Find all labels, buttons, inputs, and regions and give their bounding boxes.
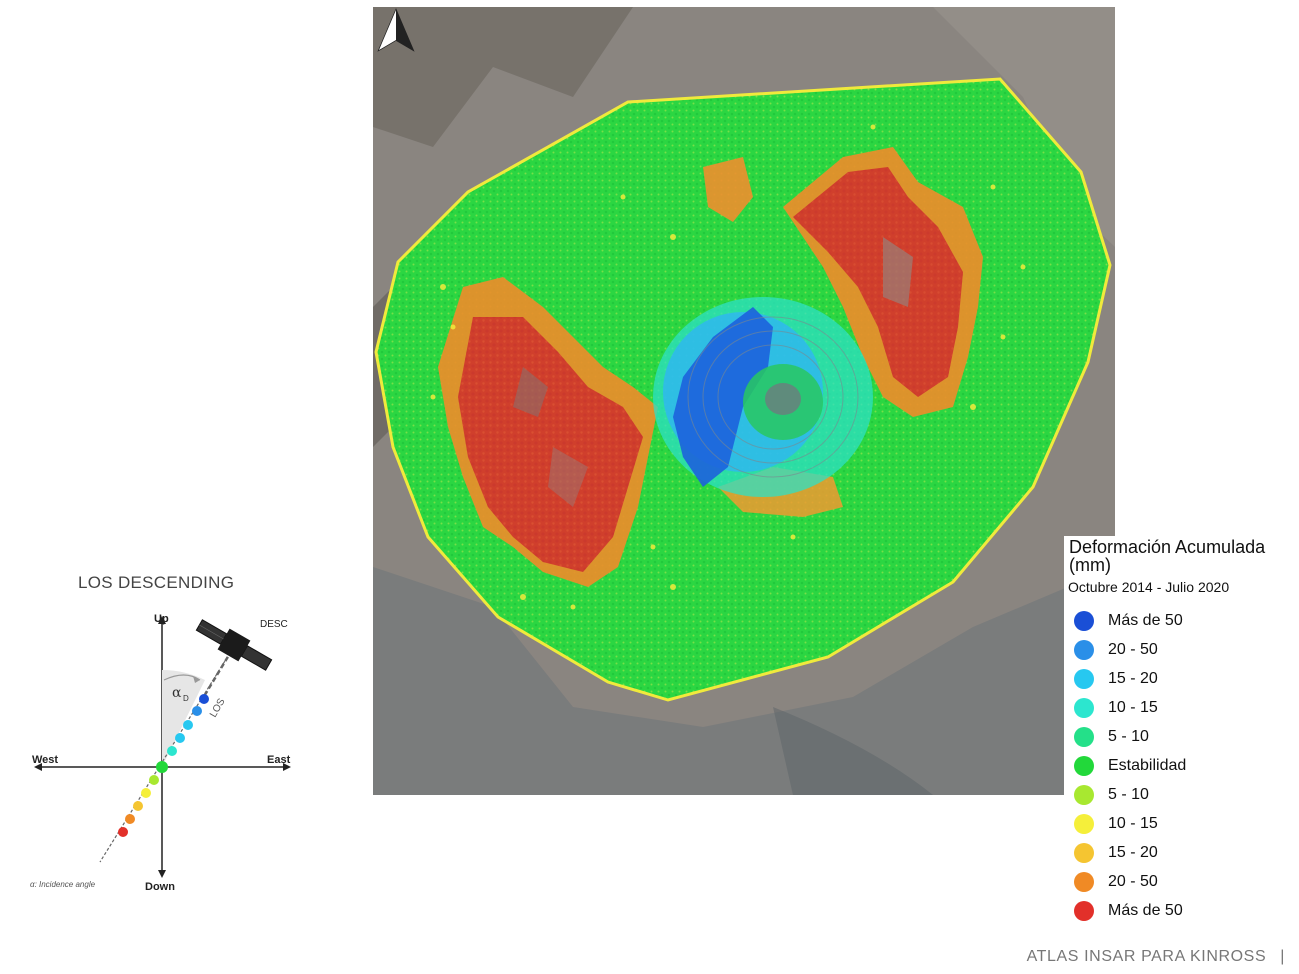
deformation-map: [373, 7, 1115, 795]
legend-label: Más de 50: [1108, 612, 1183, 629]
satellite-icon: [195, 619, 273, 671]
map-legend: Deformación Acumulada (mm) Octubre 2014 …: [1064, 536, 1294, 926]
legend-item: 20 - 50: [1074, 637, 1274, 663]
legend-swatch: [1074, 872, 1094, 892]
legend-swatch: [1074, 843, 1094, 863]
legend-label: 20 - 50: [1108, 641, 1158, 658]
legend-title: Deformación Acumulada (mm): [1069, 537, 1266, 575]
incidence-angle-note: α: Incidence angle: [30, 880, 96, 889]
legend-item: 20 - 50: [1074, 869, 1274, 895]
legend-label: 15 - 20: [1108, 670, 1158, 687]
legend-subtitle: Octubre 2014 - Julio 2020: [1068, 579, 1230, 595]
legend-item: 15 - 20: [1074, 666, 1274, 692]
legend-label: 10 - 15: [1108, 815, 1158, 832]
aoi-outline: [374, 77, 1112, 702]
axis-label-down: Down: [145, 881, 175, 893]
footer: ATLAS INSAR PARA KINROSS |: [1027, 948, 1285, 966]
pit-blue-zone: [673, 307, 773, 487]
legend-item: Más de 50: [1074, 898, 1274, 924]
legend-label: 5 - 10: [1108, 728, 1149, 745]
los-diagram: Up Down West East α D DESC LOS α: Incide…: [30, 613, 291, 893]
legend-label: Más de 50: [1108, 902, 1183, 919]
legend-label: 5 - 10: [1108, 786, 1149, 803]
legend-item: Estabilidad: [1074, 753, 1274, 779]
legend-swatch: [1074, 698, 1094, 718]
legend-item: 5 - 10: [1074, 782, 1274, 808]
legend-swatch: [1074, 756, 1094, 776]
los-label: LOS: [208, 696, 228, 719]
incidence-angle-wedge: [162, 669, 205, 767]
desc-label: DESC: [260, 619, 288, 630]
legend-item: Más de 50: [1074, 608, 1274, 634]
map-canvas: [373, 7, 1115, 795]
diagram-title: LOS DESCENDING: [78, 573, 235, 592]
legend-label: Estabilidad: [1108, 757, 1187, 774]
legend-item: 15 - 20: [1074, 840, 1274, 866]
axis-label-east: East: [267, 754, 291, 766]
alpha-subscript: D: [183, 694, 189, 703]
footer-title: ATLAS INSAR PARA KINROSS: [1026, 948, 1267, 965]
axis-label-up: Up: [154, 613, 169, 625]
axis-label-west: West: [32, 754, 58, 766]
legend-swatch: [1074, 814, 1094, 834]
legend-label: 15 - 20: [1108, 844, 1158, 861]
north-arrow-icon: [377, 8, 415, 52]
legend-swatch: [1074, 785, 1094, 805]
legend-swatch: [1074, 727, 1094, 747]
footer-separator: |: [1280, 948, 1285, 965]
legend-swatch: [1074, 611, 1094, 631]
legend-swatch: [1074, 640, 1094, 660]
legend-swatch: [1074, 901, 1094, 921]
alpha-symbol: α: [172, 685, 182, 701]
legend-item: 5 - 10: [1074, 724, 1274, 750]
legend-item: 10 - 15: [1074, 811, 1274, 837]
legend-label: 10 - 15: [1108, 699, 1158, 716]
legend-swatch: [1074, 669, 1094, 689]
legend-item: 10 - 15: [1074, 695, 1274, 721]
legend-label: 20 - 50: [1108, 873, 1158, 890]
